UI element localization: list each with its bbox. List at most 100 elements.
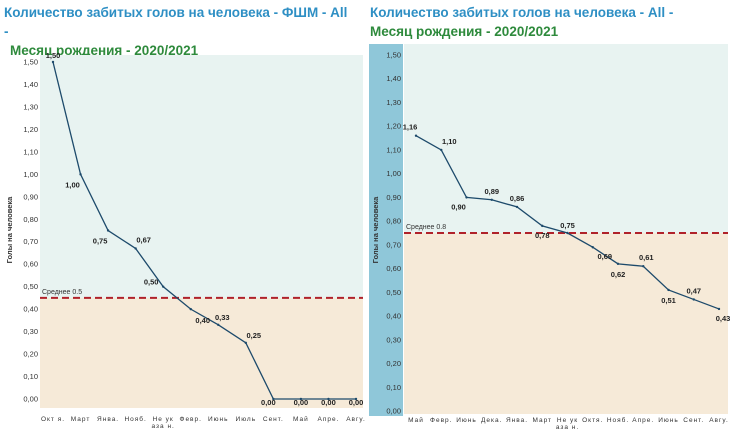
data-point [299, 397, 303, 401]
data-point [79, 173, 82, 176]
data-point [566, 231, 569, 235]
data-point [354, 397, 358, 401]
data-point [327, 397, 330, 401]
y-tick-label: 0,70 [23, 237, 38, 246]
average-label: Среднее 0.5 [42, 289, 82, 296]
data-label: 0,50 [144, 278, 159, 287]
data-label: 0,75 [93, 237, 108, 246]
x-tick-label: Не ук [557, 417, 578, 424]
x-tick-label: Апре. [318, 416, 340, 423]
y-tick-label: 0,90 [23, 192, 38, 201]
y-tick-label: 1,10 [386, 145, 401, 154]
x-tick-label: Май [293, 415, 309, 423]
y-tick-label: 1,00 [386, 169, 401, 178]
y-tick-label: 0,30 [23, 327, 38, 336]
x-tick-label: Май [408, 416, 424, 424]
x-tick-label: Март [532, 417, 552, 424]
x-tick-label: Авгу. [709, 417, 729, 424]
x-tick-label: Дека. [481, 417, 502, 424]
y-tick-label: 0,20 [386, 359, 401, 368]
x-tick-label: Нояб. [607, 416, 629, 424]
data-label: 0,62 [611, 270, 626, 279]
data-point [440, 148, 443, 152]
average-label: Среднее 0.8 [406, 224, 446, 231]
x-tick-label: Июнь [658, 417, 679, 424]
data-point [465, 196, 468, 199]
data-label: 0,90 [451, 202, 466, 211]
x-tick-label: Сент. [263, 416, 284, 423]
x-tick-label: Июль [236, 416, 257, 423]
data-label: 1,16 [403, 123, 418, 132]
data-label: 0,00 [294, 398, 309, 407]
data-point [642, 265, 645, 268]
data-point [667, 288, 670, 292]
data-point [244, 341, 248, 345]
data-point [189, 307, 192, 311]
y-tick-label: 1,40 [23, 80, 38, 89]
x-tick-label: Июнь [456, 417, 477, 424]
chart-title-right-part2: Месяц рождения - 2020/2021 [370, 24, 559, 39]
above-average-band [40, 55, 363, 298]
y-tick-label: 1,40 [386, 74, 401, 83]
data-label: 1,50 [46, 51, 61, 60]
data-label: 0,00 [261, 398, 276, 407]
y-tick-label: 0,50 [386, 288, 401, 297]
data-point [414, 134, 418, 137]
data-point [217, 323, 220, 327]
chart-title-right: Количество забитых голов на человека - A… [370, 3, 725, 41]
series-line [52, 61, 356, 400]
y-tick-label: 0,40 [386, 312, 401, 321]
data-point [272, 397, 275, 401]
data-label: 0,00 [321, 398, 336, 407]
data-point [591, 246, 594, 249]
chart-title-left-part2: Месяц рождения - 2020/2021 [10, 43, 199, 58]
y-tick-label: 1,20 [386, 122, 401, 131]
x-tick-label: Февр. [430, 417, 452, 424]
data-label: 0,00 [349, 398, 364, 407]
y-axis-title: Голы на человека [5, 196, 14, 264]
chart-title-left: Количество забитых голов на человека - Ф… [4, 3, 354, 60]
y-tick-label: 1,50 [23, 58, 38, 67]
data-point [106, 229, 110, 232]
x-tick-label: Нояб. [124, 415, 146, 423]
y-tick-label: 0,00 [386, 407, 401, 416]
y-tick-label: 0,60 [23, 260, 38, 269]
above-average-band [404, 44, 728, 233]
x-tick-label: Янва. [97, 416, 119, 423]
x-tick-label: Март [71, 416, 91, 423]
y-tick-label: 0,80 [386, 217, 401, 226]
y-tick-label: 0,50 [23, 282, 38, 291]
data-label: 0,89 [484, 187, 499, 196]
y-tick-label: 0,20 [23, 350, 38, 359]
y-axis-title: Голы на человека [371, 196, 380, 264]
y-tick-label: 0,80 [23, 215, 38, 224]
data-point [51, 60, 55, 64]
data-label: 0,78 [535, 231, 550, 240]
axis-sidebar [369, 44, 403, 416]
x-tick-label: аза н. [556, 424, 579, 431]
data-label: 0,75 [560, 221, 575, 230]
chart-title-right-part1: Количество забитых голов на человека - A… [370, 5, 674, 20]
data-label: 0,43 [716, 314, 730, 323]
data-label: 0,40 [195, 316, 210, 325]
data-label: 0,61 [639, 253, 654, 262]
y-tick-label: 0,90 [386, 193, 401, 202]
y-tick-label: 1,30 [386, 98, 401, 107]
y-tick-label: 1,10 [23, 147, 38, 156]
x-tick-label: Апре. [632, 417, 654, 424]
y-tick-label: 1,20 [23, 125, 38, 134]
data-label: 0,86 [510, 194, 525, 203]
y-tick-label: 1,50 [386, 51, 401, 60]
y-tick-label: 0,60 [386, 264, 401, 273]
data-point [616, 262, 620, 266]
y-tick-label: 1,00 [23, 170, 38, 179]
chart-title-left-part1: Количество забитых голов на человека - Ф… [4, 5, 348, 39]
y-tick-label: 0,30 [386, 335, 401, 344]
data-point [717, 307, 721, 311]
x-tick-label: аза н. [152, 423, 175, 430]
data-label: 1,10 [442, 137, 457, 146]
below-average-band [40, 297, 363, 408]
y-tick-label: 1,30 [23, 102, 38, 111]
y-tick-label: 0,70 [386, 240, 401, 249]
